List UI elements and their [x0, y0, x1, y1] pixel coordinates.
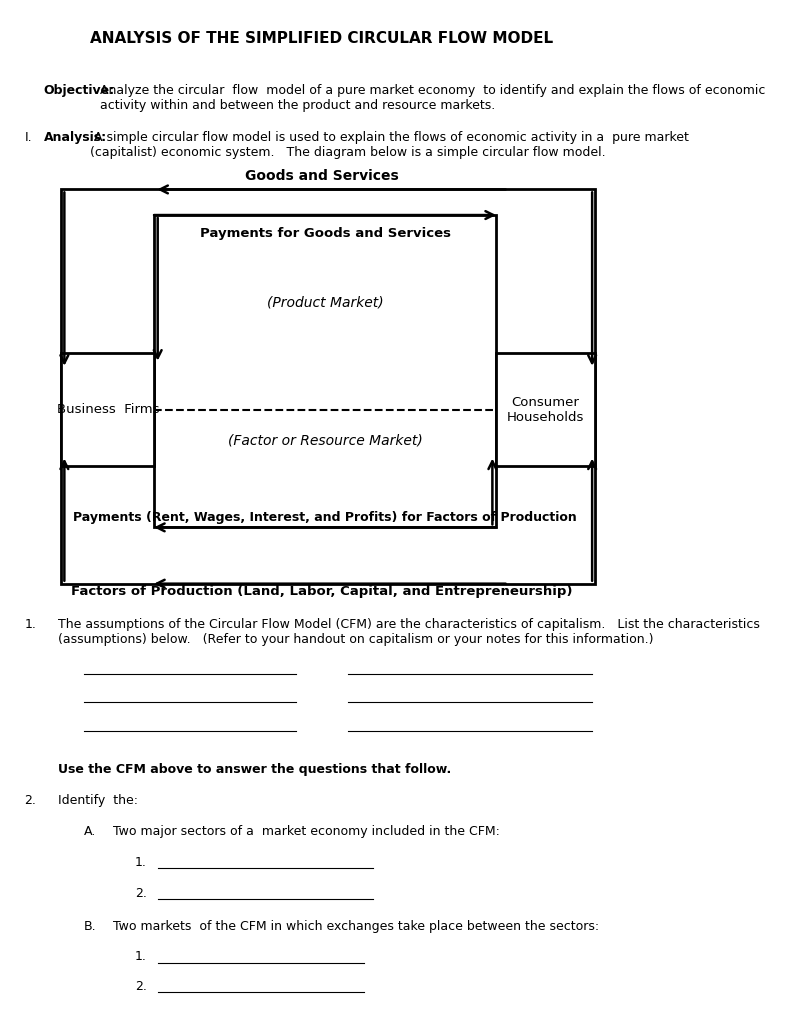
Text: Analysis:: Analysis: [44, 131, 107, 144]
Text: (Factor or Resource Market): (Factor or Resource Market) [228, 433, 422, 447]
Text: Business  Firms: Business Firms [57, 403, 159, 416]
Text: 2.: 2. [25, 794, 36, 807]
Text: Identify  the:: Identify the: [58, 794, 138, 807]
Text: 1.: 1. [135, 856, 147, 869]
Text: Factors of Production (Land, Labor, Capital, and Entrepreneurship): Factors of Production (Land, Labor, Capi… [71, 586, 573, 598]
Text: Payments (Rent, Wages, Interest, and Profits) for Factors of Production: Payments (Rent, Wages, Interest, and Pro… [73, 511, 577, 523]
FancyBboxPatch shape [61, 189, 596, 584]
FancyBboxPatch shape [61, 353, 154, 466]
Text: A simple circular flow model is used to explain the flows of economic activity i: A simple circular flow model is used to … [90, 131, 689, 159]
Text: I.: I. [25, 131, 32, 144]
Text: Use the CFM above to answer the questions that follow.: Use the CFM above to answer the question… [58, 763, 451, 776]
Text: Payments for Goods and Services: Payments for Goods and Services [199, 227, 451, 240]
Text: Goods and Services: Goods and Services [245, 169, 399, 183]
FancyBboxPatch shape [154, 215, 496, 527]
Text: B.: B. [84, 920, 97, 933]
Text: Analyze the circular  flow  model of a pure market economy  to identify and expl: Analyze the circular flow model of a pur… [100, 84, 765, 112]
Text: Consumer
Households: Consumer Households [507, 395, 585, 424]
Text: The assumptions of the Circular Flow Model (CFM) are the characteristics of capi: The assumptions of the Circular Flow Mod… [58, 618, 760, 646]
Text: 1.: 1. [25, 618, 36, 632]
Text: Two major sectors of a  market economy included in the CFM:: Two major sectors of a market economy in… [112, 825, 499, 839]
Text: A.: A. [84, 825, 96, 839]
Text: 2.: 2. [135, 887, 147, 900]
Text: Two markets  of the CFM in which exchanges take place between the sectors:: Two markets of the CFM in which exchange… [112, 920, 599, 933]
FancyBboxPatch shape [496, 353, 596, 466]
Text: 2.: 2. [135, 980, 147, 993]
Text: Objective:: Objective: [44, 84, 115, 97]
Text: 1.: 1. [135, 950, 147, 964]
Text: ANALYSIS OF THE SIMPLIFIED CIRCULAR FLOW MODEL: ANALYSIS OF THE SIMPLIFIED CIRCULAR FLOW… [90, 32, 554, 46]
Text: (Product Market): (Product Market) [267, 295, 384, 309]
